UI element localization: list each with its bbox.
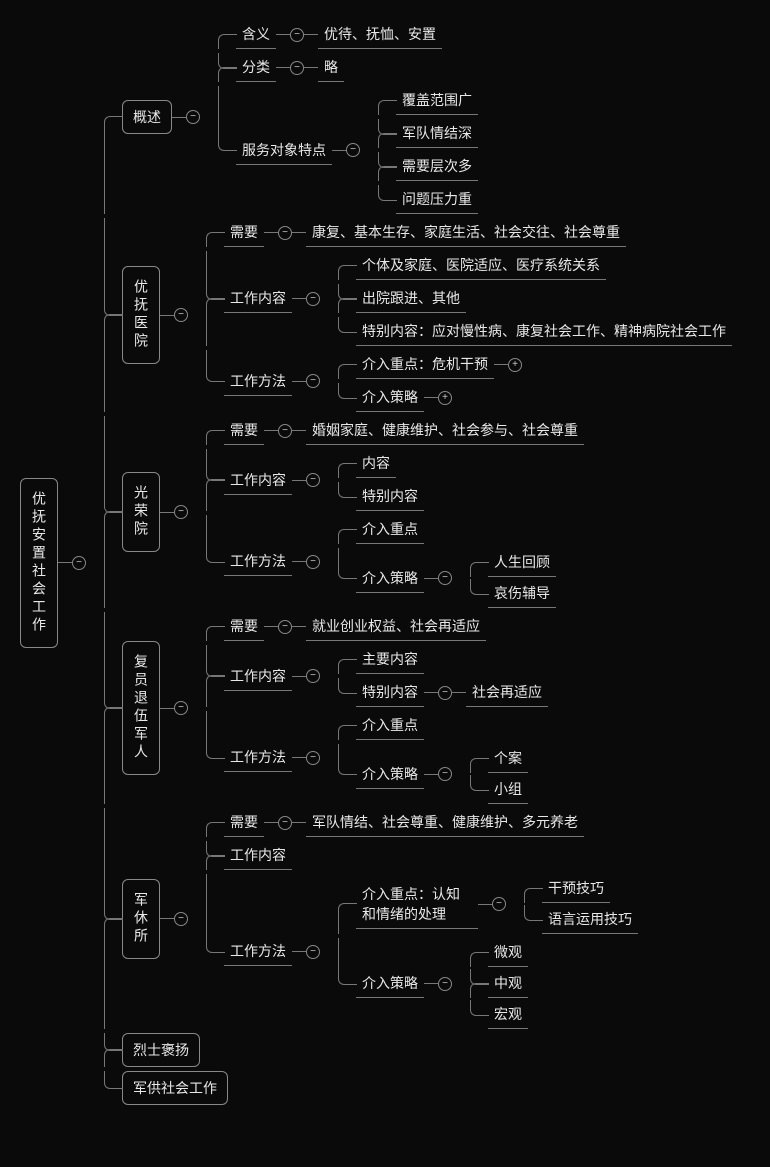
collapse-icon[interactable]: − <box>306 374 320 388</box>
leaf: 军队情结深 <box>396 119 478 148</box>
leaf: 个案 <box>488 744 528 773</box>
collapse-icon[interactable]: − <box>174 701 188 715</box>
leaf: 问题压力重 <box>396 185 478 214</box>
leaf: 军队情结、社会尊重、健康维护、多元养老 <box>306 808 584 837</box>
leaf: 哀伤辅导 <box>488 579 556 608</box>
collapse-icon[interactable]: − <box>278 620 292 634</box>
leaf: 介入重点 <box>356 515 424 544</box>
leaf: 介入重点 <box>356 711 424 740</box>
collapse-icon[interactable]: − <box>278 424 292 438</box>
leaf: 覆盖范围广 <box>396 86 478 115</box>
leaf: 特别内容：应对慢性病、康复社会工作、精神病院社会工作 <box>356 317 732 346</box>
node-hospital[interactable]: 优抚医院 <box>122 266 160 364</box>
collapse-icon[interactable]: − <box>306 555 320 569</box>
collapse-icon[interactable]: − <box>290 61 304 75</box>
node-need[interactable]: 需要 <box>224 808 264 837</box>
node-meaning[interactable]: 含义 <box>236 20 276 49</box>
leaf: 康复、基本生存、家庭生活、社会交往、社会尊重 <box>306 218 626 247</box>
mindmap-root-container: 优抚安置社会工作 − 概述 − 含义 − 优待、抚恤、安置 分类 − 略 服务对… <box>20 20 750 1105</box>
node-special[interactable]: 特别内容 <box>356 678 424 707</box>
node-veterans[interactable]: 复员退伍军人 <box>122 641 160 775</box>
collapse-icon[interactable]: − <box>306 473 320 487</box>
collapse-icon[interactable]: − <box>306 751 320 765</box>
node-content[interactable]: 工作内容 <box>224 466 292 495</box>
leaf: 需要层次多 <box>396 152 478 181</box>
collapse-icon[interactable]: − <box>174 308 188 322</box>
collapse-icon[interactable]: − <box>278 816 292 830</box>
leaf: 特别内容 <box>356 482 424 511</box>
level1-children: 概述 − 含义 − 优待、抚恤、安置 分类 − 略 服务对象特点 − 覆盖范围 <box>104 20 732 1105</box>
leaf: 优待、抚恤、安置 <box>318 20 442 49</box>
leaf: 社会再适应 <box>466 678 548 707</box>
node-method[interactable]: 工作方法 <box>224 367 292 396</box>
node-retirement[interactable]: 军休所 <box>122 879 160 959</box>
leaf: 微观 <box>488 938 528 967</box>
node-strategy[interactable]: 介入策略 <box>356 564 424 593</box>
leaf: 宏观 <box>488 1000 528 1029</box>
leaf: 干预技巧 <box>542 874 610 903</box>
collapse-icon[interactable]: − <box>306 669 320 683</box>
collapse-icon[interactable]: − <box>186 110 200 124</box>
collapse-icon[interactable]: − <box>492 897 506 911</box>
leaf: 介入策略 <box>356 383 424 412</box>
collapse-icon[interactable]: − <box>438 686 452 700</box>
collapse-icon[interactable]: − <box>290 28 304 42</box>
node-strategy[interactable]: 介入策略 <box>356 969 424 998</box>
node-target-traits[interactable]: 服务对象特点 <box>236 136 332 165</box>
collapse-icon[interactable]: − <box>174 912 188 926</box>
leaf: 主要内容 <box>356 645 424 674</box>
node-martyr[interactable]: 烈士褒扬 <box>122 1033 200 1067</box>
collapse-icon[interactable]: − <box>278 226 292 240</box>
expand-icon[interactable]: + <box>438 391 452 405</box>
collapse-icon[interactable]: − <box>438 571 452 585</box>
node-content[interactable]: 工作内容 <box>224 662 292 691</box>
collapse-icon[interactable]: − <box>72 556 86 570</box>
leaf: 人生回顾 <box>488 548 556 577</box>
node-need[interactable]: 需要 <box>224 218 264 247</box>
collapse-icon[interactable]: − <box>346 143 360 157</box>
collapse-icon[interactable]: − <box>174 505 188 519</box>
collapse-icon[interactable]: − <box>438 767 452 781</box>
leaf: 介入重点：危机干预 <box>356 350 494 379</box>
collapse-icon[interactable]: − <box>306 945 320 959</box>
leaf: 出院跟进、其他 <box>356 284 466 313</box>
expand-icon[interactable]: + <box>508 358 522 372</box>
node-overview[interactable]: 概述 <box>122 100 172 134</box>
node-content[interactable]: 工作内容 <box>224 841 292 870</box>
leaf: 婚姻家庭、健康维护、社会参与、社会尊重 <box>306 416 584 445</box>
node-supply[interactable]: 军供社会工作 <box>122 1071 228 1105</box>
leaf: 个体及家庭、医院适应、医疗系统关系 <box>356 251 606 280</box>
node-need[interactable]: 需要 <box>224 612 264 641</box>
collapse-icon[interactable]: − <box>306 292 320 306</box>
leaf: 内容 <box>356 449 396 478</box>
leaf: 略 <box>318 53 344 82</box>
node-content[interactable]: 工作内容 <box>224 284 292 313</box>
collapse-icon[interactable]: − <box>438 977 452 991</box>
leaf: 中观 <box>488 969 528 998</box>
root-node[interactable]: 优抚安置社会工作 <box>20 478 58 648</box>
node-method[interactable]: 工作方法 <box>224 937 292 966</box>
leaf: 小组 <box>488 775 528 804</box>
node-focus[interactable]: 介入重点：认知和情绪的处理 <box>356 880 478 929</box>
leaf: 就业创业权益、社会再适应 <box>306 612 486 641</box>
node-method[interactable]: 工作方法 <box>224 547 292 576</box>
node-need[interactable]: 需要 <box>224 416 264 445</box>
node-method[interactable]: 工作方法 <box>224 743 292 772</box>
node-gloryhome[interactable]: 光荣院 <box>122 472 160 552</box>
node-category[interactable]: 分类 <box>236 53 276 82</box>
node-strategy[interactable]: 介入策略 <box>356 760 424 789</box>
leaf: 语言运用技巧 <box>542 905 638 934</box>
